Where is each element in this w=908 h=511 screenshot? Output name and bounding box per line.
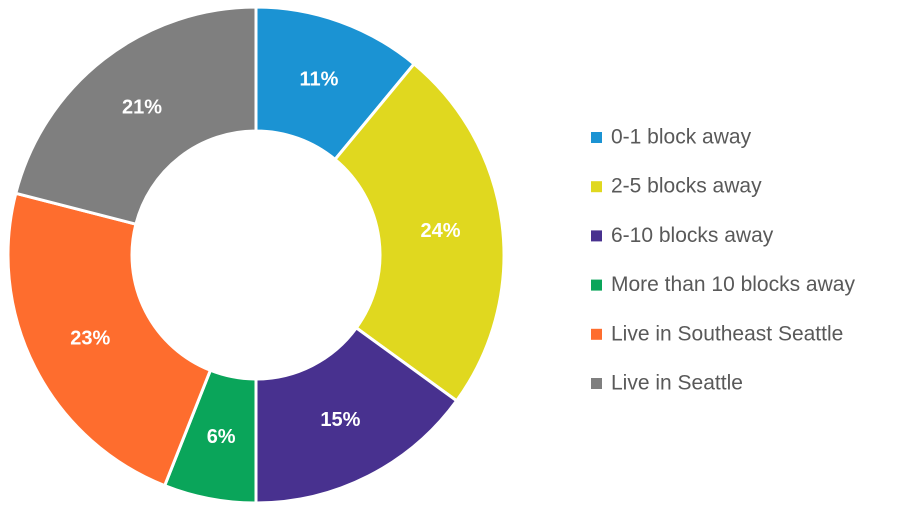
data-label: 6%: [207, 426, 236, 448]
legend-swatch: [591, 279, 602, 291]
legend-label: Live in Southeast Seattle: [611, 322, 843, 345]
data-label: 21%: [122, 96, 162, 118]
donut-segment: [13, 5, 258, 226]
donut-segment: [332, 61, 506, 403]
donut-segment: [254, 325, 459, 505]
legend-label: 6-10 blocks away: [611, 224, 774, 247]
legend-label: Live in Seattle: [611, 372, 743, 395]
legend-label: More than 10 blocks away: [611, 273, 855, 296]
legend-swatch: [591, 132, 602, 143]
data-label: 15%: [320, 409, 360, 431]
legend-label: 0-1 block away: [611, 126, 752, 149]
data-label: 24%: [421, 220, 461, 242]
data-label: 11%: [300, 68, 339, 90]
legend-label: 2-5 blocks away: [611, 175, 762, 198]
data-label: 23%: [70, 328, 110, 350]
donut-segment: [6, 191, 213, 488]
legend-swatch: [591, 328, 602, 340]
legend-swatch: [591, 181, 602, 193]
legend-swatch: [591, 230, 602, 242]
legend-swatch: [591, 378, 602, 389]
